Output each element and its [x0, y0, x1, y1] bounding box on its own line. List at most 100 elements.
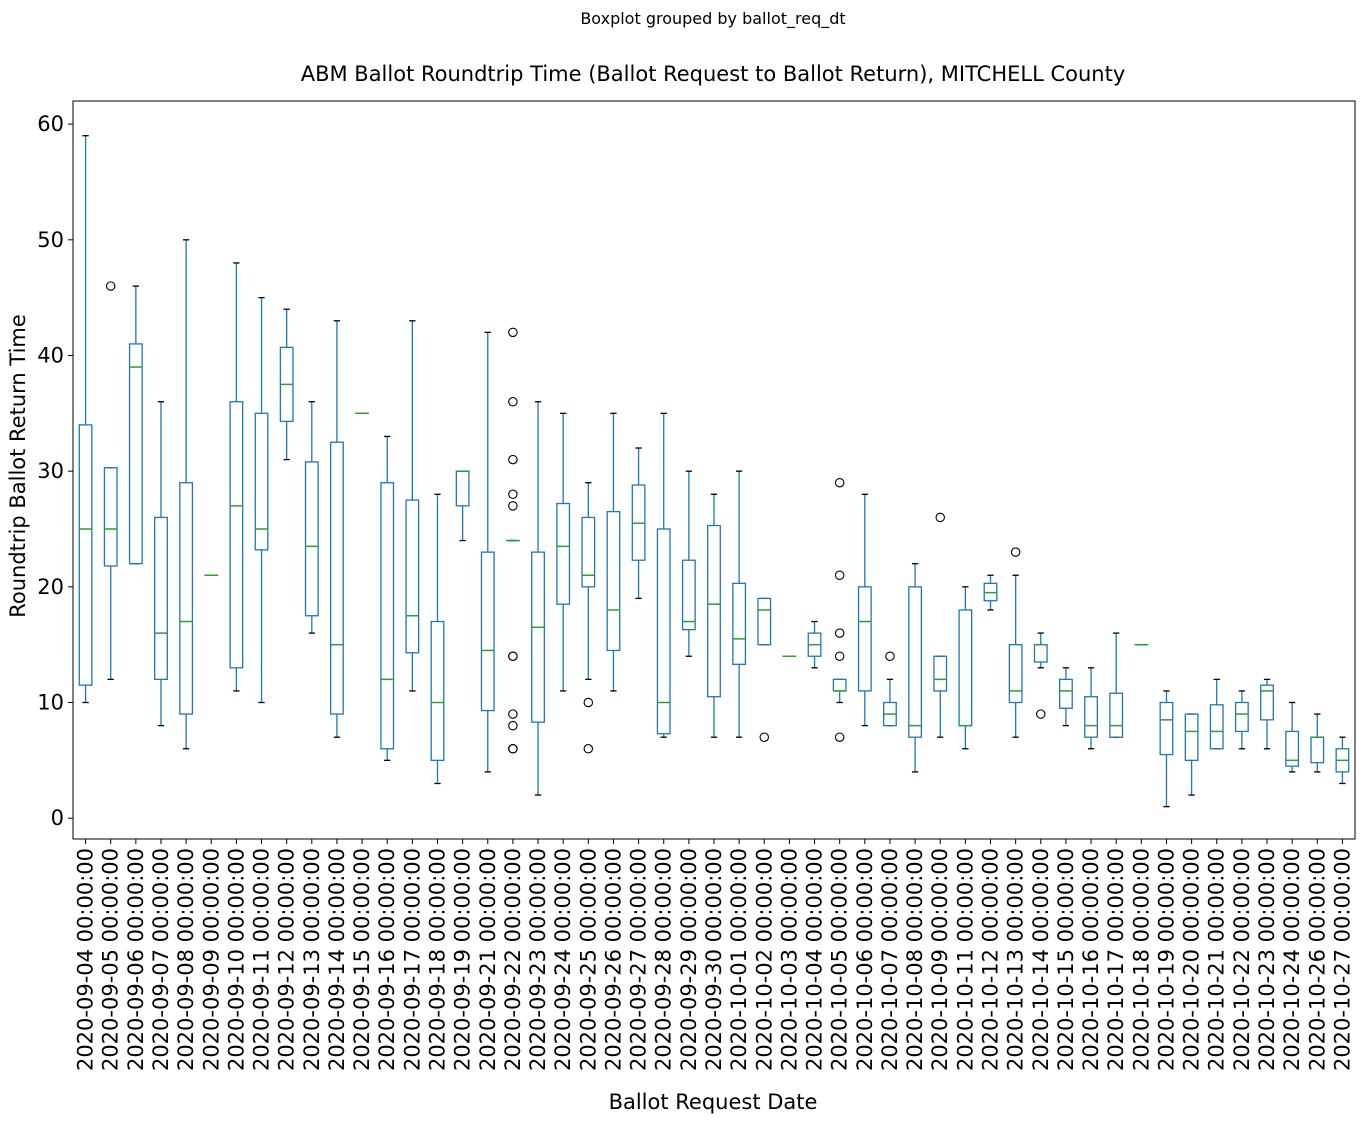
outlier-point [508, 744, 518, 754]
box-group [606, 412, 621, 692]
box-group [455, 470, 470, 542]
x-tick-label: 2020-10-03 00:00:00 [777, 848, 801, 1071]
box-group [883, 651, 897, 727]
box-group [279, 308, 294, 461]
box [857, 586, 872, 692]
x-tick-label: 2020-09-30 00:00:00 [702, 848, 726, 1071]
box [707, 524, 721, 698]
outlier-point [508, 327, 518, 338]
chart-title: ABM Ballot Roundtrip Time (Ballot Reques… [301, 62, 1126, 86]
x-tick-label: 2020-10-17 00:00:00 [1104, 848, 1128, 1071]
y-tick-label: 20 [37, 575, 64, 599]
x-tick-label: 2020-10-18 00:00:00 [1129, 848, 1153, 1071]
box-group [1084, 667, 1098, 750]
box-group [1184, 713, 1199, 796]
x-tick-label: 2020-09-15 00:00:00 [350, 848, 374, 1071]
box [757, 597, 772, 646]
x-tick-label: 2020-10-02 00:00:00 [752, 848, 776, 1071]
x-tick-label: 2020-10-05 00:00:00 [828, 848, 852, 1071]
box [1234, 701, 1249, 733]
chart-suptitle: Boxplot grouped by ballot_req_dt [580, 9, 845, 29]
x-tick-label: 2020-10-15 00:00:00 [1054, 848, 1078, 1071]
outlier-point [508, 501, 518, 511]
x-tick-label: 2020-10-16 00:00:00 [1079, 848, 1103, 1071]
box-group [254, 296, 269, 704]
box-group [1285, 701, 1300, 773]
x-tick-label: 2020-09-13 00:00:00 [300, 848, 324, 1071]
box-group [154, 401, 168, 727]
x-tick-label: 2020-09-10 00:00:00 [224, 848, 248, 1071]
x-tick-label: 2020-09-07 00:00:00 [149, 848, 173, 1071]
x-tick-label: 2020-09-08 00:00:00 [174, 848, 198, 1071]
box [1260, 684, 1274, 721]
box [455, 470, 470, 507]
outlier-point [834, 477, 845, 488]
box-group [1033, 632, 1048, 719]
x-tick-label: 2020-10-22 00:00:00 [1230, 848, 1254, 1071]
x-tick-label: 2020-10-09 00:00:00 [928, 848, 952, 1071]
box [330, 441, 344, 715]
box-group [1058, 667, 1073, 727]
box [908, 586, 923, 738]
outlier-point [508, 489, 518, 500]
outlier-point [583, 744, 594, 754]
y-tick-label: 0 [51, 806, 64, 830]
outlier-point [508, 454, 518, 465]
x-tick-label: 2020-09-26 00:00:00 [601, 848, 625, 1071]
box [681, 559, 696, 631]
box [78, 424, 93, 686]
box [480, 551, 495, 712]
box-group [103, 281, 118, 681]
x-tick-label: 2020-09-12 00:00:00 [275, 848, 299, 1071]
x-tick-label: 2020-09-17 00:00:00 [400, 848, 424, 1071]
outlier-point [1010, 547, 1021, 557]
box [732, 582, 747, 665]
x-tick-label: 2020-10-13 00:00:00 [1004, 848, 1028, 1071]
box-group [656, 412, 671, 738]
box-group [757, 597, 772, 742]
box-group [1209, 678, 1224, 750]
y-tick-label: 60 [37, 112, 64, 136]
box-group [128, 285, 143, 565]
box-group [229, 262, 244, 692]
x-tick-label: 2020-09-23 00:00:00 [526, 848, 550, 1071]
x-tick-label: 2020-10-08 00:00:00 [903, 848, 927, 1071]
box-group [807, 620, 822, 669]
box-group [179, 239, 194, 750]
box [531, 551, 545, 723]
box [405, 499, 420, 654]
x-tick-label: 2020-10-11 00:00:00 [953, 848, 977, 1071]
x-axis: 2020-09-04 00:00:00 2020-09-05 00:00:00 20… [74, 839, 1354, 1071]
outlier-point [834, 570, 845, 581]
outlier-point [834, 732, 845, 742]
outlier-point [1036, 709, 1046, 719]
box-group [531, 401, 545, 796]
outlier-point [834, 651, 845, 661]
box [304, 461, 319, 617]
box-group [1008, 547, 1023, 738]
x-tick-label: 2020-10-06 00:00:00 [853, 848, 877, 1071]
y-tick-label: 30 [37, 459, 64, 483]
y-tick-label: 50 [37, 228, 64, 252]
box [1084, 696, 1098, 738]
box [1310, 736, 1325, 764]
box [179, 482, 194, 715]
x-tick-label: 2020-09-11 00:00:00 [250, 848, 274, 1071]
x-tick-label: 2020-10-23 00:00:00 [1255, 848, 1279, 1071]
box [556, 502, 571, 605]
y-axis-label: Roundtrip Ballot Return Time [6, 314, 30, 618]
box-group [1335, 736, 1350, 785]
box [958, 609, 973, 727]
box [128, 343, 143, 565]
x-tick-label: 2020-09-14 00:00:00 [325, 848, 349, 1071]
x-tick-label: 2020-10-12 00:00:00 [979, 848, 1003, 1071]
y-tick-label: 40 [37, 343, 64, 367]
box [254, 412, 269, 551]
box-group [857, 493, 872, 727]
box [1109, 692, 1124, 738]
box-group [1310, 713, 1325, 773]
box-group [380, 435, 395, 761]
box [1184, 713, 1199, 761]
box-group [732, 470, 747, 738]
box-group [78, 135, 93, 704]
